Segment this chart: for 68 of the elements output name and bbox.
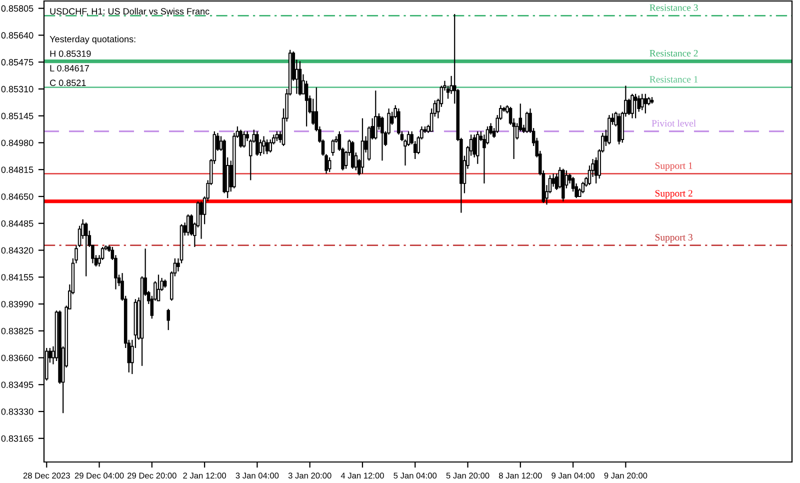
y-tick-label: 0.83330 <box>1 408 34 415</box>
y-tick-label: 0.84155 <box>1 274 34 280</box>
candlestick <box>186 214 190 236</box>
candlestick <box>634 93 638 119</box>
candlestick <box>256 130 259 156</box>
y-tick-label: 0.83165 <box>1 435 34 442</box>
y-tick-label: 0.84320 <box>1 247 34 254</box>
candlestick <box>304 80 308 127</box>
candlestick <box>200 200 203 240</box>
x-tick-label: 3 Jan 20:00 <box>288 472 332 479</box>
candlestick <box>242 130 246 148</box>
y-tick-label: 0.83660 <box>1 354 34 362</box>
y-tick-label: 0.83990 <box>1 300 34 308</box>
candlestick <box>627 98 631 116</box>
y-tick-label: 0.84980 <box>1 140 34 146</box>
candlestick <box>380 116 384 162</box>
candlestick <box>581 181 585 194</box>
y-tick-label: 0.84815 <box>1 166 34 173</box>
candlestick <box>630 93 634 119</box>
candlestick <box>268 138 272 154</box>
y-tick-label: 0.85640 <box>1 32 34 39</box>
candlestick <box>331 138 335 156</box>
ref-line-label: Resistance 1 <box>650 76 698 83</box>
x-tick-label: 29 Dec 04:00 <box>74 472 124 479</box>
ref-line-label: Piviot level <box>652 120 696 127</box>
x-tick-label: 4 Jan 12:00 <box>340 472 384 479</box>
annotation: H 0.85319 <box>50 50 91 57</box>
y-tick-label: 0.84650 <box>1 193 34 200</box>
x-tick-label: 3 Jan 04:00 <box>236 472 279 479</box>
candlestick <box>640 93 644 111</box>
x-tick-label: 8 Jan 12:00 <box>498 472 542 479</box>
ref-line-label: Support 1 <box>655 162 692 171</box>
ref-line-label: Support 3 <box>655 234 692 243</box>
candlestick <box>476 130 480 164</box>
x-tick-label: 29 Dec 20:00 <box>128 472 176 479</box>
candlestick <box>239 129 242 148</box>
y-tick-label: 0.83825 <box>1 328 34 334</box>
annotation: L 0.84617 <box>50 65 89 72</box>
x-tick-label: 2 Jan 12:00 <box>183 472 226 479</box>
candlestick <box>166 308 170 331</box>
candlestick <box>84 222 88 277</box>
y-tick-label: 0.85145 <box>1 112 34 120</box>
x-tick-label: 28 Dec 2023 <box>23 472 70 479</box>
candlestick <box>275 130 279 142</box>
y-tick-label: 0.84485 <box>1 220 34 227</box>
text: USDCHF, H1: US Dollar vs Swiss Franc <box>50 8 210 16</box>
ref-line-label: Resistance 2 <box>650 50 698 57</box>
candlestick <box>262 136 266 155</box>
ref-line-label: Resistance 3 <box>650 4 698 11</box>
x-tick-label: 9 Jan 04:00 <box>552 472 594 479</box>
candlestick <box>265 138 269 155</box>
candlestick <box>644 93 648 114</box>
x-tick-label: 5 Jan 20:00 <box>446 472 490 479</box>
y-tick-label: 0.83495 <box>1 382 34 388</box>
candlestick <box>450 75 453 94</box>
candlestick <box>525 111 529 134</box>
annotation: Yesterday quotations: <box>50 36 136 44</box>
y-tick-label: 0.85475 <box>1 59 34 66</box>
candlestick <box>374 90 378 140</box>
x-tick-label: 9 Jan 20:00 <box>604 472 648 479</box>
candlestick <box>472 134 476 158</box>
ref-line-label: Support 2 <box>655 190 692 199</box>
x-tick-label: 5 Jan 04:00 <box>394 472 437 479</box>
candlestick <box>328 156 332 173</box>
y-tick-label: 0.85310 <box>1 86 34 92</box>
annotation: C 0.8521 <box>50 80 86 86</box>
y-tick-label: 0.85805 <box>1 5 34 12</box>
candlestick <box>156 274 160 302</box>
